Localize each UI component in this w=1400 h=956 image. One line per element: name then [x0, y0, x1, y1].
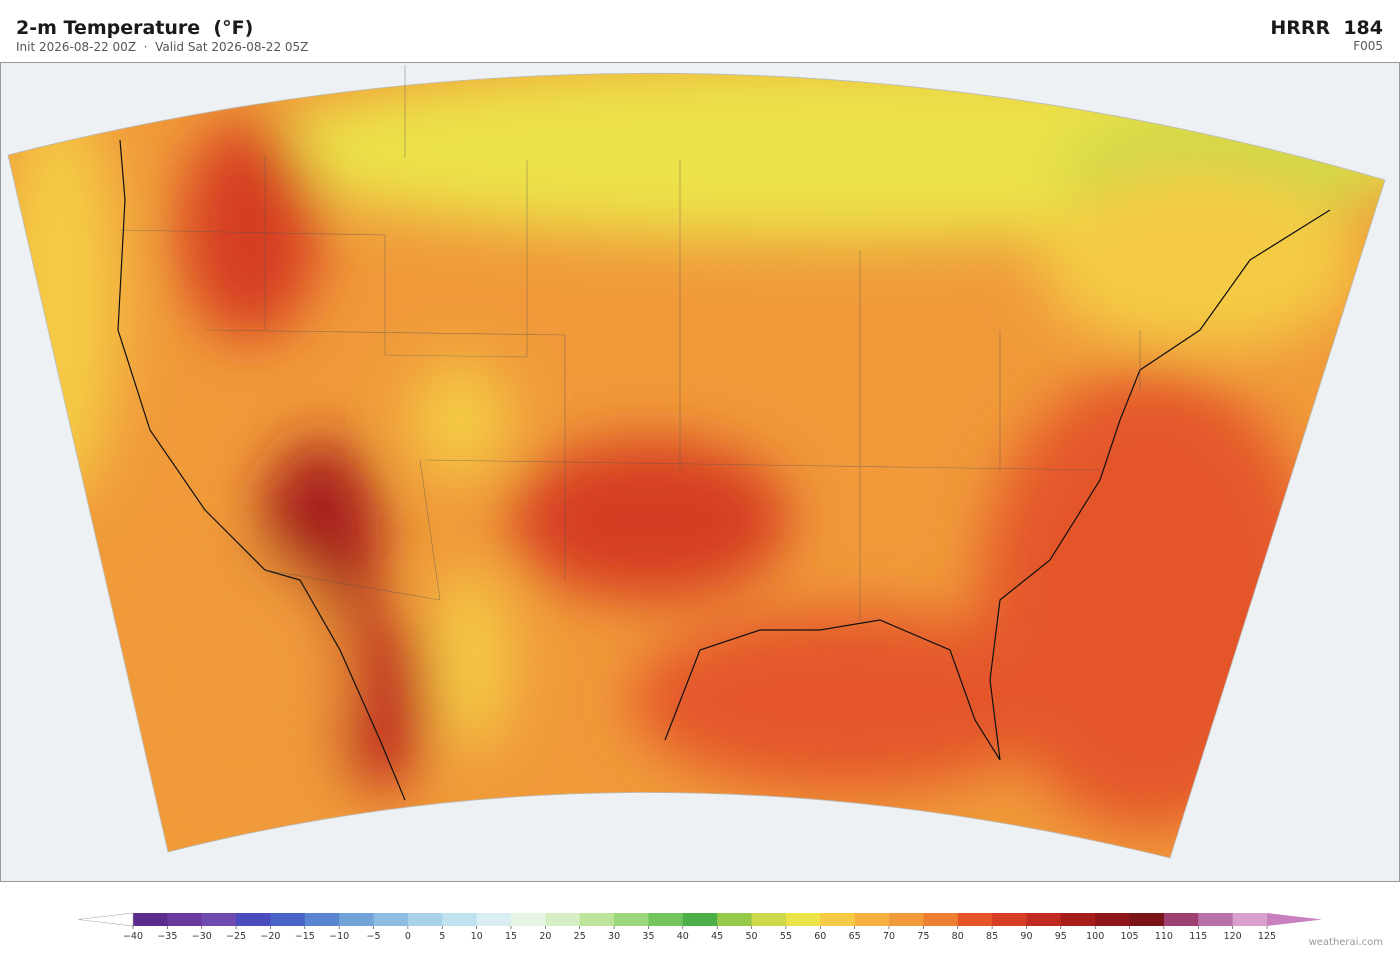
colorbar-tick-label: 90 [1020, 931, 1032, 942]
colorbar-bin [407, 913, 443, 926]
colorbar-bin [923, 913, 959, 926]
colorbar-tick-label: −40 [123, 931, 143, 942]
colorbar-tick-label: −35 [157, 931, 177, 942]
colorbar-bin [614, 913, 649, 926]
state-borders [119, 65, 1141, 620]
colorbar-bin [717, 913, 753, 926]
colorbar-bin [236, 913, 271, 926]
colorbar-tick-label: 35 [642, 931, 654, 942]
colorbar-bin [992, 913, 1027, 926]
colorbar-tick-label: 0 [405, 931, 411, 942]
colorbar-bin [682, 913, 718, 926]
model-label: HRRR 184 [1270, 17, 1383, 39]
colorbar-bin [167, 913, 203, 926]
forecast-hour: F005 [1353, 39, 1383, 53]
colorbar-tick-label: 100 [1086, 931, 1104, 942]
colorbar-bin [1060, 913, 1096, 926]
colorbar-bin [785, 913, 821, 926]
colorbar-tick-label: −15 [295, 931, 315, 942]
colorbar-tick-label: 105 [1120, 931, 1138, 942]
colorbar-bin [1129, 913, 1165, 926]
colorbar-tick-label: 25 [574, 931, 586, 942]
colorbar-tick-label: 10 [471, 931, 483, 942]
colorbar-bin [820, 913, 856, 926]
colorbar-bin [339, 913, 375, 926]
credit: weatherai.com [1309, 937, 1383, 948]
colorbar-tick-label: 75 [917, 931, 929, 942]
colorbar-tick-label: 30 [608, 931, 620, 942]
colorbar-bin [373, 913, 409, 926]
colorbar-tick-label: 65 [849, 931, 861, 942]
colorbar-tick-label: 5 [439, 931, 445, 942]
colorbar-bin [1198, 913, 1234, 926]
colorbar-tick-label: −25 [226, 931, 246, 942]
colorbar-tick-label: 120 [1224, 931, 1242, 942]
colorbar-tick-label: 40 [677, 931, 689, 942]
colorbar-tick-label: 85 [986, 931, 998, 942]
colorbar-tick-label: −10 [329, 931, 349, 942]
colorbar-tick-label: 20 [539, 931, 551, 942]
colorbar-bin [270, 913, 306, 926]
colorbar-tick-label: −30 [192, 931, 212, 942]
colorbar-bin [1232, 913, 1268, 926]
colorbar-bin [511, 913, 546, 926]
colorbar-tick-label: 125 [1258, 931, 1276, 942]
title: 2-m Temperature (°F) [16, 17, 253, 39]
colorbar-tick-label: 45 [711, 931, 723, 942]
colorbar-bin [476, 913, 512, 926]
colorbar-bin [442, 913, 478, 926]
colorbar-bin [1026, 913, 1062, 926]
colorbar-tick-label: 80 [952, 931, 964, 942]
colorbar-bin [545, 913, 581, 926]
colorbar-tick-label: −20 [260, 931, 280, 942]
colorbar-tick-label: 55 [780, 931, 792, 942]
colorbar-bin [304, 913, 340, 926]
colorbar-tick-label: −5 [367, 931, 381, 942]
colorbar-bin [854, 913, 890, 926]
colorbar-bin [751, 913, 787, 926]
colorbar-tick-label: 50 [745, 931, 757, 942]
domain-outline [7, 72, 1386, 859]
colorbar-tick-label: 115 [1189, 931, 1207, 942]
colorbar-tick-label: 60 [814, 931, 826, 942]
colorbar-bin [1095, 913, 1131, 926]
colorbar-bin [201, 913, 237, 926]
colorbar-tick-label: 95 [1055, 931, 1067, 942]
colorbar-bin [133, 913, 168, 926]
colorbar-extend-low [77, 912, 134, 927]
colorbar-tick-label: 70 [883, 931, 895, 942]
colorbar-tick-label: 110 [1155, 931, 1173, 942]
colorbar-bin [579, 913, 615, 926]
subtitle: Init 2026-08-22 00Z · Valid Sat 2026-08-… [16, 40, 308, 54]
colorbar-extend-high [1267, 913, 1322, 926]
temperature-field [8, 73, 1385, 859]
colorbar-bin [957, 913, 993, 926]
colorbar: −40 −35 −30 −25 −20 −15 −10 −5 0 5 10 15 20 25 30 35 40 4… [77, 912, 1322, 942]
colorbar-bin [889, 913, 924, 926]
colorbar-tick-label: 15 [505, 931, 517, 942]
coastline [117, 139, 1331, 801]
colorbar-bin [1163, 913, 1199, 926]
colorbar-bin [648, 913, 684, 926]
